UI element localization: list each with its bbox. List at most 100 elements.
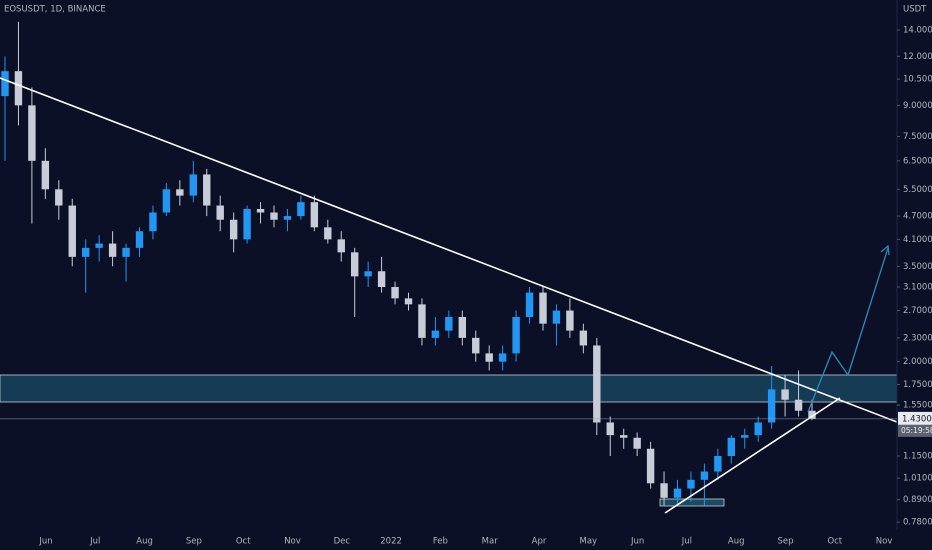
- candle-body: [472, 337, 480, 354]
- candle-body: [512, 316, 520, 354]
- y-tick-label: 12.0000: [903, 52, 932, 62]
- candle-body: [95, 243, 103, 248]
- y-tick-label: 5.5000: [903, 185, 932, 195]
- y-tick-label: 0.8900: [903, 495, 932, 505]
- y-tick-label: 4.7000: [903, 212, 932, 222]
- candle-body: [364, 271, 372, 277]
- candle-body: [297, 202, 305, 217]
- descending-trendline: [0, 77, 898, 423]
- y-tick-label: 1.0100: [903, 474, 932, 484]
- y-tick-label: 2.0000: [903, 357, 932, 367]
- candle-body: [700, 471, 709, 480]
- candle-body: [458, 316, 466, 338]
- candle-body: [270, 212, 278, 220]
- x-tick-label: Oct: [827, 537, 842, 547]
- candle-body: [203, 174, 211, 206]
- candle-body: [351, 252, 359, 277]
- candle-body: [391, 287, 399, 299]
- y-tick-label: 3.5000: [903, 262, 932, 272]
- x-tick-label: Jul: [89, 537, 100, 547]
- y-tick-label: 0.7800: [903, 518, 932, 528]
- y-tick-label: 10.5000: [903, 75, 932, 85]
- y-tick-label: 1.7500: [903, 380, 932, 390]
- candle-body: [714, 456, 722, 472]
- x-tick-label: 2022: [380, 537, 402, 547]
- candle-body: [55, 189, 63, 206]
- x-tick-label: Sep: [777, 537, 793, 547]
- y-axis-label: USDT: [903, 5, 927, 15]
- candle-body: [498, 353, 507, 362]
- candle-body: [660, 483, 668, 498]
- candle-body: [687, 479, 695, 489]
- x-tick-label: Jun: [630, 537, 644, 547]
- candle-body: [620, 435, 628, 438]
- y-tick-label: 2.7000: [903, 306, 932, 316]
- drawings: [0, 374, 898, 507]
- x-tick-label: Aug: [136, 537, 153, 547]
- support-box: [659, 498, 725, 507]
- candle-body: [337, 239, 345, 253]
- candle-body: [324, 227, 332, 240]
- candle-body: [135, 231, 144, 248]
- candle-body: [149, 212, 157, 232]
- y-tick-label: 4.1000: [903, 235, 932, 245]
- countdown-label: 05:19:58: [901, 426, 932, 435]
- candle-body: [808, 410, 816, 419]
- candle-body: [539, 292, 547, 324]
- candle-body: [283, 216, 292, 220]
- projection-arrowhead: [880, 244, 890, 256]
- candle-body: [727, 437, 735, 457]
- candle-body: [28, 105, 36, 161]
- chart-title: EOSUSDT, 1D, BINANCE: [4, 5, 106, 15]
- x-tick-label: Apr: [532, 537, 547, 547]
- x-tick-label: Nov: [876, 537, 893, 547]
- y-tick-label: 1.5500: [903, 401, 932, 411]
- y-tick-label: 1.1500: [903, 452, 932, 462]
- candle-body: [176, 189, 184, 196]
- candle-body: [377, 271, 386, 288]
- candle-body: [579, 330, 588, 346]
- candle-body: [606, 422, 614, 436]
- last-price-box: [898, 411, 932, 425]
- x-tick-label: Nov: [284, 537, 301, 547]
- x-tick-label: Oct: [236, 537, 251, 547]
- candle-body: [445, 316, 453, 331]
- y-tick-label: 3.1000: [903, 283, 932, 293]
- candle-body: [431, 330, 440, 338]
- last-price-label: 1.4300: [902, 414, 932, 424]
- candle-body: [741, 435, 749, 438]
- candle-body: [216, 205, 224, 220]
- x-tick-label: Sep: [186, 537, 202, 547]
- candle-body: [256, 208, 265, 213]
- x-tick-label: Aug: [728, 537, 745, 547]
- candle-body: [767, 389, 776, 423]
- candle-body: [68, 205, 76, 257]
- candle-body: [593, 345, 601, 423]
- candle-body: [404, 298, 413, 305]
- candle-body: [525, 292, 534, 317]
- candle-body: [14, 71, 23, 106]
- y-tick-label: 9.0000: [903, 101, 932, 111]
- candle-body: [754, 422, 762, 436]
- candle-body: [633, 437, 641, 449]
- candle-body: [108, 243, 117, 257]
- candle-body: [229, 219, 238, 240]
- candle-body: [243, 208, 251, 240]
- candle-body: [122, 247, 130, 257]
- candle-body: [162, 189, 171, 213]
- x-tick-label: Feb: [433, 537, 448, 547]
- countdown-box: [898, 424, 932, 437]
- candle-body: [781, 389, 789, 400]
- candle-body: [673, 488, 682, 498]
- candle-body: [552, 310, 561, 324]
- x-tick-label: Mar: [482, 537, 499, 547]
- candle-body: [82, 247, 90, 257]
- candle-body: [189, 174, 197, 196]
- y-tick-label: 7.5000: [903, 132, 932, 142]
- candle-body: [41, 160, 50, 190]
- candle-body: [418, 304, 426, 338]
- x-tick-label: Dec: [334, 537, 351, 547]
